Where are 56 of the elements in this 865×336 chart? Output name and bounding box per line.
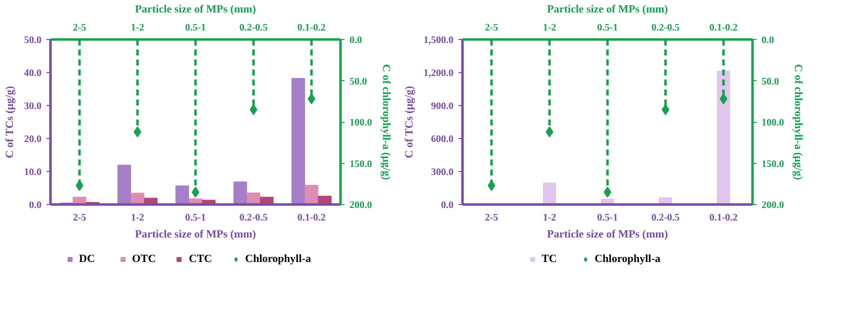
y-tick-label: 600.0 (431, 134, 454, 145)
x-tick-label: 0.2-0.5 (651, 22, 680, 34)
x-axis-title: Particle size of MPs (mm) (547, 228, 668, 240)
y-tick-label: 40.0 (24, 68, 42, 79)
category-label: 1-2 (130, 212, 144, 224)
legend-label: CTC (188, 253, 212, 265)
y-tick-label: 1,500.0 (424, 35, 454, 46)
y-tick-label: 20.0 (24, 134, 42, 145)
x-tick-label: 0.5-1 (185, 22, 206, 34)
y2-axis-title: C of chlorophyll-a (μg/g) (792, 64, 804, 180)
y2-tick-label: 200.0 (762, 200, 784, 211)
legend-label: OTC (132, 253, 156, 265)
y-tick-label: 10.0 (24, 167, 42, 178)
x-tick-label: 2-5 (484, 22, 498, 34)
y-tick-label: 1,200.0 (424, 68, 454, 79)
y2-tick-label: 0.0 (350, 35, 362, 46)
y2-tick-label: 100.0 (762, 118, 784, 128)
legend-label: Chlorophyll-a (245, 253, 311, 265)
x2-axis-title: Particle size of MPs (mm) (547, 4, 668, 16)
category-label: 0.2-0.5 (651, 212, 680, 224)
category-label: 0.1-0.2 (709, 212, 738, 224)
y-tick-label: 30.0 (24, 101, 42, 112)
y2-tick-label: 200.0 (350, 200, 372, 211)
y2-tick-label: 100.0 (350, 118, 372, 128)
category-label: 0.5-1 (597, 212, 618, 224)
y2-tick-label: 50.0 (762, 76, 779, 88)
x-tick-label: 0.5-1 (597, 22, 618, 34)
x-axis-title: Particle size of MPs (mm) (135, 228, 256, 240)
x-tick-label: 0.1-0.2 (297, 22, 326, 34)
y-tick-label: 0.0 (29, 200, 42, 211)
x-tick-label: 2-5 (72, 22, 86, 34)
legend-label: TC (542, 253, 558, 265)
y2-axis-title: C of chlorophyll-a (μg/g) (380, 64, 392, 180)
category-label: 2-5 (484, 212, 498, 224)
category-label: 2-5 (72, 212, 86, 224)
y-tick-label: 900.0 (431, 101, 454, 112)
y-axis-title: C of TCs (μg/g) (4, 86, 16, 158)
category-label: 0.1-0.2 (297, 212, 326, 224)
y2-tick-label: 50.0 (350, 76, 367, 88)
x-tick-label: 0.2-0.5 (239, 22, 268, 34)
category-label: 1-2 (542, 212, 556, 224)
y-tick-label: 50.0 (24, 35, 42, 46)
y-tick-label: 0.0 (441, 200, 454, 211)
legend-label: DC (79, 253, 96, 265)
y-tick-label: 300.0 (431, 167, 454, 178)
category-label: 0.5-1 (185, 212, 206, 224)
x-tick-label: 0.1-0.2 (709, 22, 738, 34)
y-axis-title: C of TCs (μg/g) (404, 86, 416, 158)
x-tick-label: 1-2 (542, 22, 556, 34)
x2-axis-title: Particle size of MPs (mm) (135, 4, 256, 16)
x-tick-label: 1-2 (130, 22, 144, 34)
y2-tick-label: 150.0 (350, 158, 372, 170)
category-label: 0.2-0.5 (239, 212, 268, 224)
y2-tick-label: 150.0 (762, 158, 784, 170)
legend-label: Chlorophyll-a (594, 253, 660, 265)
y2-tick-label: 0.0 (762, 35, 774, 46)
